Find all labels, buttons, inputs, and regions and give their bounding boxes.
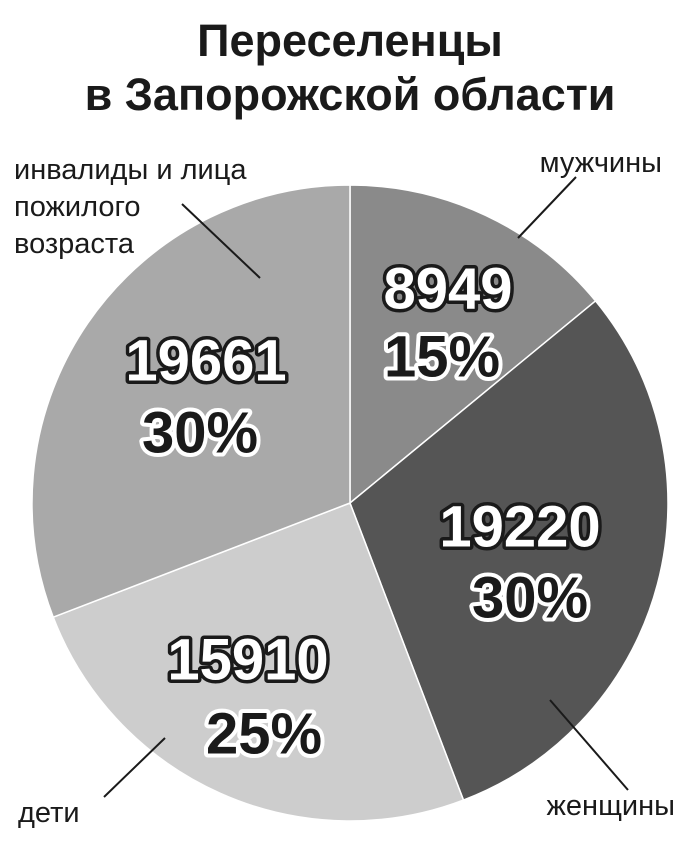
value-label-1: 8949 <box>383 257 512 322</box>
percent-label-2: 30% <box>472 566 588 631</box>
category-labels: мужчины женщины дети инвалиды и лица пожилог… <box>14 147 675 829</box>
category-label-4-line-3: возраста <box>14 228 135 260</box>
category-label-2-line-1: женщины <box>547 790 675 822</box>
category-label-3: дети <box>18 797 80 829</box>
value-label-4: 19661 <box>125 329 286 394</box>
percent-label-3: 25% <box>206 702 322 767</box>
percent-label-4: 30% <box>142 401 258 466</box>
pie-slices <box>31 184 669 822</box>
leader-line-1 <box>517 176 577 239</box>
category-label-1-line-1: мужчины <box>540 147 662 179</box>
value-label-2: 19220 <box>439 495 600 560</box>
pie-slice-1 <box>349 184 597 505</box>
category-label-4: инвалиды и лица пожилого возраста <box>14 154 247 260</box>
leader-line-3 <box>103 737 166 798</box>
percent-label-1: 15% <box>384 325 500 390</box>
pie-slice-2 <box>349 299 669 802</box>
leader-line-4 <box>181 203 261 279</box>
category-label-2: женщины <box>547 790 675 822</box>
leader-lines <box>103 176 629 798</box>
pie-slice-3 <box>52 502 465 822</box>
chart-title-line-2: в Запорожской области <box>84 69 616 120</box>
chart-title: Переселенцы в Запорожской области <box>0 14 700 122</box>
pie-slice-4 <box>31 184 351 619</box>
leader-line-2 <box>549 699 629 791</box>
category-label-3-line-1: дети <box>18 797 80 829</box>
category-label-4-line-1: инвалиды и лица <box>14 154 247 186</box>
category-label-1: мужчины <box>540 147 662 179</box>
value-label-3: 15910 <box>167 628 328 693</box>
category-label-4-line-2: пожилого <box>14 191 141 223</box>
chart-title-line-1: Переселенцы <box>197 15 503 66</box>
